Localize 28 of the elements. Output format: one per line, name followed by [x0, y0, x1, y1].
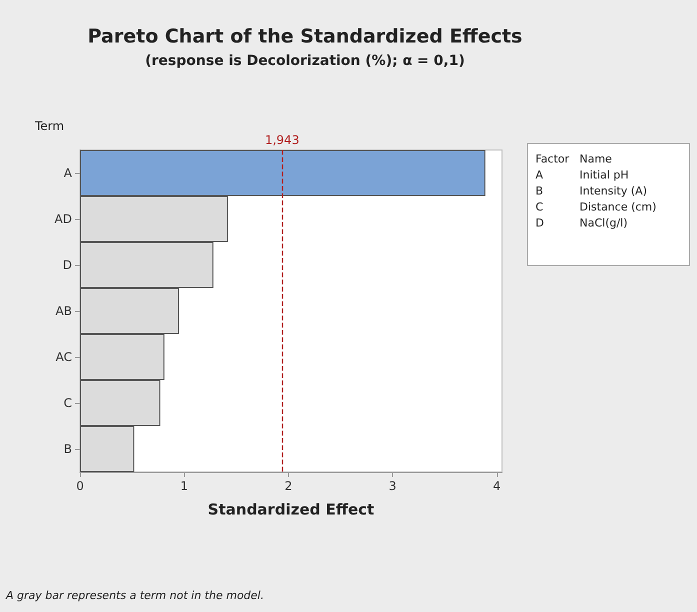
- text: Initial pH: [580, 168, 629, 182]
- text: C: [536, 200, 544, 214]
- text: A gray bar represents a term not in the model.: [5, 589, 264, 602]
- y-tick-label: AB: [56, 304, 72, 318]
- text: Distance (cm): [580, 200, 656, 214]
- x-tick-label: 4: [492, 479, 501, 493]
- y-tick-label: C: [64, 396, 72, 410]
- y-tick-label: A: [64, 166, 73, 180]
- chart-title: Pareto Chart of the Standardized Effects: [88, 26, 522, 48]
- y-tick-label: B: [64, 442, 72, 456]
- x-axis-title: Standardized Effect: [208, 500, 374, 518]
- y-tick-label: D: [62, 258, 72, 272]
- y-axis-title: Term: [34, 119, 64, 133]
- text: Name: [580, 152, 612, 166]
- text: NaCl(g/l): [580, 216, 628, 230]
- y-tick-label: AC: [56, 350, 72, 364]
- text: Intensity (A): [580, 184, 647, 198]
- text: D: [536, 216, 544, 230]
- ref-line-label: 1,943: [264, 133, 300, 147]
- text: Factor: [536, 152, 570, 166]
- text: A: [536, 168, 544, 182]
- x-tick-label: 1: [180, 479, 188, 493]
- text: B: [536, 184, 544, 198]
- chart-subtitle: (response is Decolorization (%); α = 0,1): [145, 53, 465, 69]
- y-tick-label: AD: [54, 212, 72, 226]
- x-tick-label: 2: [284, 479, 292, 493]
- x-tick-label: 0: [76, 479, 84, 493]
- x-tick-label: 3: [388, 479, 396, 493]
